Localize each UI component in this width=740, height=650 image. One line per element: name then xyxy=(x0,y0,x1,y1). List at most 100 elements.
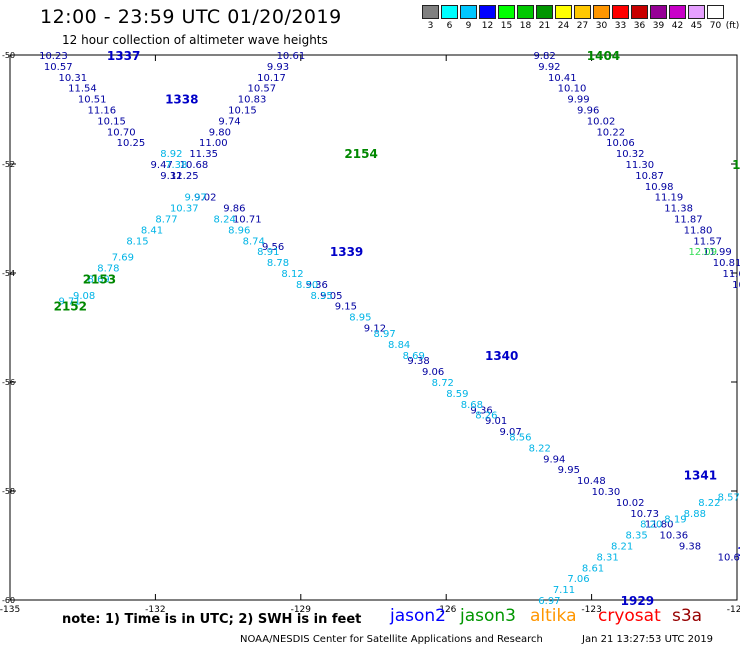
swh-value: 11.38 xyxy=(664,204,693,215)
swh-value: 8.88 xyxy=(684,509,706,520)
scale-label: 12 xyxy=(481,21,494,31)
swh-value: 8.92 xyxy=(160,149,182,160)
swh-value: 8.57 xyxy=(718,492,740,503)
swh-value: 8.69 xyxy=(88,274,110,285)
swh-value: 11.99 xyxy=(703,247,732,258)
swh-value: 10.02 xyxy=(616,498,645,509)
swh-value: 8.69 xyxy=(403,351,425,362)
swh-value: 10.31 xyxy=(58,73,87,84)
map-frame xyxy=(9,54,738,601)
satellite-altika: altika xyxy=(530,606,577,626)
swh-value: 8.35 xyxy=(310,291,332,302)
scale-swatch xyxy=(517,5,534,19)
swh-value: 10.83 xyxy=(238,95,267,106)
scale-swatch xyxy=(688,5,705,19)
scale-swatch xyxy=(593,5,610,19)
swh-value: 8.19 xyxy=(664,514,686,525)
scale-swatch xyxy=(650,5,667,19)
scale-swatch xyxy=(441,5,458,19)
swh-value: 8.50 xyxy=(296,280,318,291)
swh-value: 6.97 xyxy=(538,596,560,607)
swh-value: 10.61 xyxy=(277,51,306,62)
swh-value: 8.59 xyxy=(446,389,468,400)
swh-value: 10.57 xyxy=(247,84,276,95)
swh-value: 9.94 xyxy=(543,454,565,465)
lat-label: -56 xyxy=(2,378,15,387)
swh-value: 10.32 xyxy=(616,149,645,160)
swh-value: 9.86 xyxy=(223,204,245,215)
swh-value: 9.36 xyxy=(306,280,328,291)
scale-swatch xyxy=(707,5,724,19)
lat-label: -50 xyxy=(2,51,15,60)
pass-number: 2154 xyxy=(344,147,377,161)
satellite-jason2: jason2 xyxy=(390,606,446,626)
lat-label: -54 xyxy=(2,269,15,278)
swh-value: 11.30 xyxy=(626,160,655,171)
pass-number: 2152 xyxy=(54,300,87,314)
pass-number: 1340 xyxy=(485,349,518,363)
swh-value: 7.06 xyxy=(567,574,589,585)
swh-value: 7.38 xyxy=(165,160,187,171)
scale-swatch xyxy=(574,5,591,19)
swh-value: 10.15 xyxy=(97,116,126,127)
swh-value: 10.87 xyxy=(635,171,664,182)
scale-label: 45 xyxy=(690,21,703,31)
scale-label: 24 xyxy=(557,21,570,31)
lon-label: -132 xyxy=(145,605,165,615)
swh-value: 10.57 xyxy=(44,62,73,73)
swh-value: 10.10 xyxy=(558,84,587,95)
swh-value: 10.17 xyxy=(257,73,286,84)
swh-value: 10.81 xyxy=(713,258,740,269)
satellite-cryosat: cryosat xyxy=(598,606,661,626)
swh-value: 8.78 xyxy=(97,264,119,275)
lon-label: -126 xyxy=(436,605,457,615)
swh-value: 10.30 xyxy=(592,487,621,498)
scale-label: 36 xyxy=(633,21,646,31)
swh-value: 11.80 xyxy=(684,225,713,236)
scale-label: 27 xyxy=(576,21,589,31)
swh-value: 10.63 xyxy=(718,552,740,563)
scale-swatch xyxy=(498,5,515,19)
swh-value: 11.54 xyxy=(68,84,97,95)
swh-value: 10.41 xyxy=(548,73,577,84)
swh-value: 9.74 xyxy=(218,116,240,127)
scale-label: 33 xyxy=(614,21,627,31)
swh-value: 10.37 xyxy=(170,204,199,215)
swh-value: 8.84 xyxy=(388,340,410,351)
swh-value: 9.99 xyxy=(567,95,589,106)
scale-label: 6 xyxy=(446,21,453,31)
generation-timestamp: Jan 21 13:27:53 UTC 2019 xyxy=(582,634,714,645)
pass-number: 1339 xyxy=(330,245,363,259)
swh-value: 10.90 xyxy=(732,280,740,291)
swh-value: 9.92 xyxy=(538,62,560,73)
swh-value: 8.56 xyxy=(509,433,531,444)
map-title: 12:00 - 23:59 UTC 01/20/2019 xyxy=(40,6,342,28)
map-subtitle: 12 hour collection of altimeter wave hei… xyxy=(62,33,328,47)
lat-label: -60 xyxy=(2,596,15,605)
swh-value: 11.57 xyxy=(693,236,722,247)
scale-label: 70 xyxy=(709,21,722,31)
swh-value: 9.82 xyxy=(533,51,555,62)
lat-label: -58 xyxy=(2,487,15,496)
lon-label: -123 xyxy=(581,605,601,615)
swh-value: 9.38 xyxy=(407,356,429,367)
scale-swatch xyxy=(612,5,629,19)
lon-label: -135 xyxy=(0,605,20,615)
swh-value: 9.93 xyxy=(267,62,289,73)
lat-label: -52 xyxy=(2,160,15,169)
swh-value: 8.31 xyxy=(596,552,618,563)
lon-label: -124 xyxy=(727,605,740,615)
swh-value: 11.35 xyxy=(189,149,218,160)
pass-number: 2153 xyxy=(83,272,116,286)
scale-swatch xyxy=(536,5,553,19)
swh-value: 9.47 xyxy=(151,160,173,171)
swh-value: 12.09 xyxy=(689,247,718,258)
swh-value: 11.19 xyxy=(655,193,684,204)
pass-number: 1929 xyxy=(621,594,654,608)
scale-swatch xyxy=(631,5,648,19)
swh-value: 10.23 xyxy=(39,51,68,62)
swh-value: 9.96 xyxy=(577,106,599,117)
swh-value: 8.12 xyxy=(281,269,303,280)
swh-value: 8.72 xyxy=(432,378,454,389)
scale-swatch xyxy=(555,5,572,19)
